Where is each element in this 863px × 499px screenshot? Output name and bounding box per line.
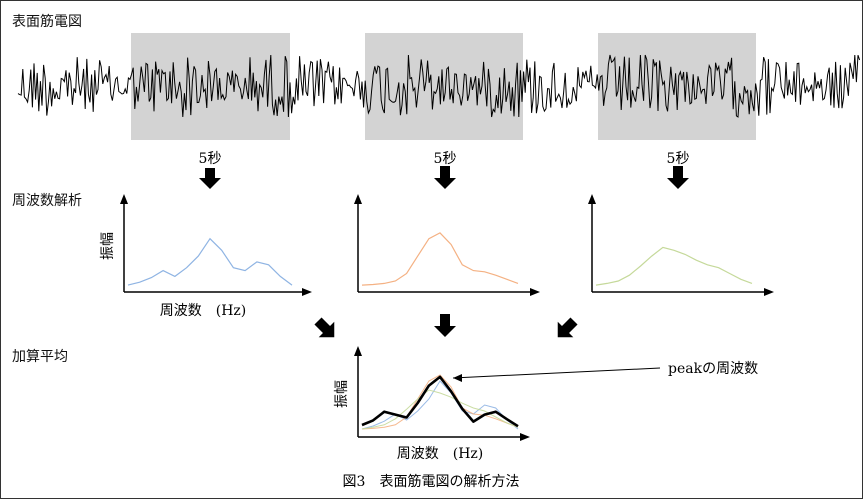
x-axis-arrowhead — [302, 288, 312, 296]
averaging-label: 加算平均 — [12, 349, 68, 365]
down-arrow-icon — [199, 168, 221, 189]
analysis-window-2 — [365, 33, 523, 140]
analysis-window-3 — [598, 33, 756, 140]
peak-frequency-label: peakの周波数 — [668, 361, 758, 377]
y-axis-label: 振幅 — [100, 232, 116, 260]
average-spectrum-plot: 振幅 周波数 (Hz) — [334, 346, 530, 462]
average-input-curve-3 — [361, 389, 519, 430]
x-axis-arrowhead — [530, 288, 540, 296]
x-axis-label: 周波数 (Hz) — [397, 446, 484, 462]
figure-caption: 図3 表面筋電図の解析方法 — [343, 473, 520, 490]
down-arrow-icon — [434, 314, 456, 337]
spectrum-curve-2 — [361, 232, 519, 286]
average-spectrum-curve — [361, 375, 519, 428]
spectrum-plot-3 — [588, 194, 774, 296]
diagonal-arrow-icon — [314, 317, 335, 338]
spectrum-plot-2 — [354, 194, 540, 296]
y-axis-arrowhead — [354, 346, 362, 356]
average-input-curve-2 — [361, 374, 519, 430]
peak-pointer-line — [452, 367, 661, 379]
x-axis-label: 周波数 (Hz) — [160, 303, 247, 319]
window-duration-label-3: 5秒 — [667, 151, 690, 167]
window-duration-label-2: 5秒 — [434, 151, 457, 167]
diagonal-arrow-icon — [557, 317, 578, 338]
window-duration-label-1: 5秒 — [199, 151, 222, 167]
y-axis-arrowhead — [354, 194, 362, 204]
y-axis-arrowhead — [588, 194, 596, 204]
y-axis-arrowhead — [120, 194, 128, 204]
frequency-analysis-label: 周波数解析 — [12, 193, 82, 209]
spectrum-curve-1 — [127, 237, 293, 286]
semg-signal-trace — [17, 54, 861, 118]
peak-pointer-arrowhead — [453, 374, 462, 382]
average-input-curve-1 — [361, 380, 519, 430]
y-axis-label: 振幅 — [334, 380, 350, 408]
spectrum-curve-3 — [595, 246, 753, 286]
semg-title: 表面筋電図 — [12, 14, 82, 30]
x-axis-arrowhead — [520, 433, 530, 441]
down-arrow-icon — [434, 166, 456, 189]
x-axis-arrowhead — [764, 288, 774, 296]
spectrum-plot-1: 振幅 周波数 (Hz) — [100, 194, 312, 319]
down-arrow-icon — [667, 166, 689, 189]
